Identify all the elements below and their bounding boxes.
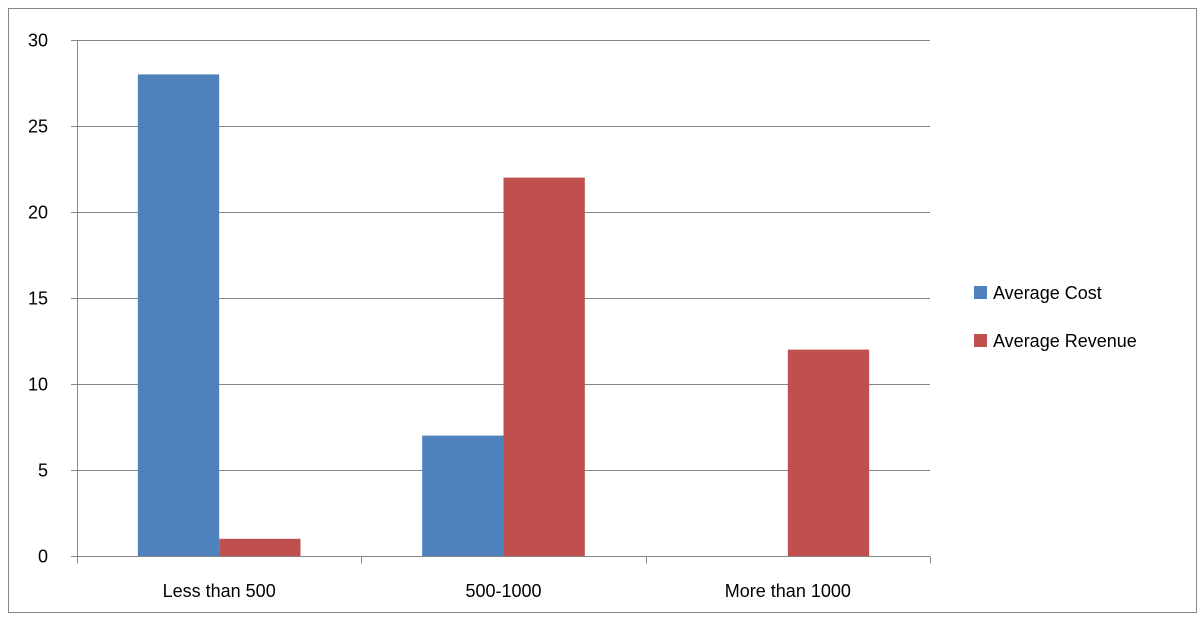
y-tick-label: 0 — [38, 547, 48, 567]
legend-label: Average Revenue — [993, 331, 1137, 351]
y-axis-ticks: 0 5 10 15 20 25 30 — [28, 31, 48, 567]
y-tick-label: 25 — [28, 117, 48, 137]
legend-label: Average Cost — [993, 283, 1102, 303]
bar-average-revenue — [219, 538, 301, 556]
bar-average-cost — [137, 74, 220, 557]
bars — [137, 74, 870, 557]
legend: Average Cost Average Revenue — [974, 283, 1137, 351]
y-tick-label: 30 — [28, 31, 48, 51]
x-tick-label: 500-1000 — [465, 581, 541, 601]
axes — [71, 40, 931, 564]
bar-average-revenue — [787, 349, 870, 556]
legend-swatch — [974, 334, 987, 347]
x-tick-label: More than 1000 — [725, 581, 851, 601]
y-tick-label: 5 — [38, 461, 48, 481]
y-tick-label: 15 — [28, 289, 48, 309]
y-tick-label: 20 — [28, 203, 48, 223]
x-axis-ticks: Less than 500 500-1000 More than 1000 — [163, 581, 851, 601]
bar-average-revenue — [503, 177, 585, 556]
x-tick-label: Less than 500 — [163, 581, 276, 601]
bar-average-cost — [422, 435, 504, 556]
y-tick-label: 10 — [28, 375, 48, 395]
legend-swatch — [974, 286, 987, 299]
